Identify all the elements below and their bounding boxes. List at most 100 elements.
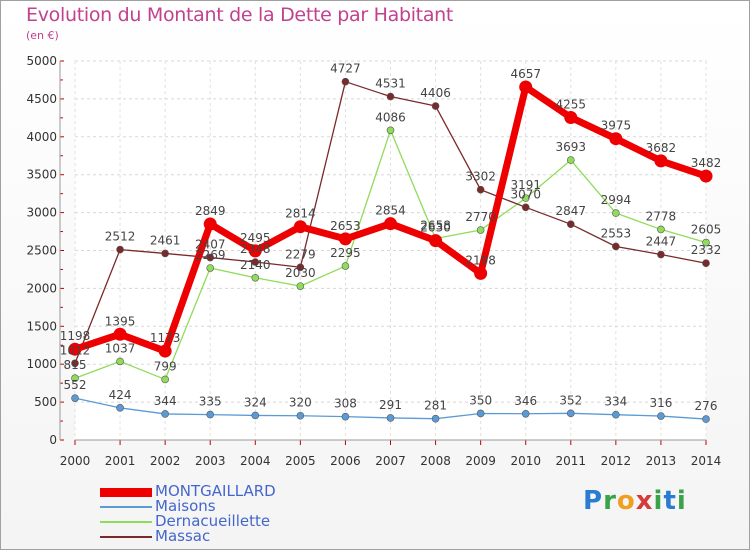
- data-label: 1395: [105, 314, 136, 328]
- data-point: [71, 359, 79, 368]
- data-label: 2495: [240, 231, 271, 245]
- y-tick-label: 5000: [26, 54, 57, 68]
- plot-area: [75, 61, 706, 440]
- data-label: 3070: [510, 187, 541, 201]
- legend-swatch: [100, 521, 152, 523]
- data-point: [341, 262, 350, 270]
- data-label: 424: [109, 388, 132, 402]
- data-point: [566, 220, 575, 228]
- proxiti-logo: Proxiti: [583, 486, 687, 516]
- x-tick-label: 2007: [375, 454, 406, 468]
- data-point: [657, 412, 665, 420]
- data-label: 2630: [420, 221, 451, 235]
- y-tick-label: 0: [49, 433, 57, 447]
- data-point: [341, 77, 350, 86]
- data-label: 4255: [556, 97, 587, 111]
- x-tick-label: 2013: [646, 454, 677, 468]
- data-point: [206, 410, 215, 419]
- data-label: 334: [604, 395, 627, 409]
- data-label: 2814: [285, 207, 316, 221]
- chart-subtitle: (en €): [26, 29, 59, 42]
- data-label: 2140: [240, 258, 271, 272]
- data-label: 2849: [195, 204, 226, 218]
- data-point: [564, 110, 578, 124]
- data-label: 4406: [420, 86, 451, 100]
- data-label: 3302: [465, 170, 496, 184]
- data-point: [161, 375, 169, 384]
- x-tick-label: 2011: [556, 454, 587, 468]
- data-label: 1012: [60, 343, 91, 357]
- data-label: 2994: [601, 193, 632, 207]
- data-label: 2847: [556, 204, 587, 218]
- data-point: [476, 226, 485, 234]
- x-tick-label: 2008: [420, 454, 451, 468]
- y-tick-label: 3500: [26, 168, 57, 182]
- x-tick-label: 2000: [60, 454, 91, 468]
- data-point: [609, 132, 623, 146]
- y-tick-label: 1000: [26, 357, 57, 371]
- data-point: [474, 266, 488, 280]
- data-label: 4727: [330, 62, 361, 76]
- data-point: [206, 264, 215, 272]
- data-point: [116, 245, 124, 254]
- data-point: [161, 410, 169, 418]
- data-label: 2854: [375, 204, 406, 218]
- data-label: 799: [154, 359, 177, 373]
- data-label: 552: [64, 378, 87, 392]
- data-point: [386, 92, 395, 101]
- data-label: 2407: [195, 238, 226, 252]
- data-label: 2461: [150, 233, 181, 247]
- data-label: 316: [649, 396, 672, 410]
- data-point: [431, 414, 440, 423]
- data-point: [116, 404, 124, 412]
- data-point: [248, 244, 262, 258]
- data-point: [657, 225, 665, 234]
- data-label: 3682: [646, 141, 677, 155]
- data-point: [113, 327, 127, 341]
- data-point: [158, 344, 172, 358]
- data-point: [341, 412, 350, 421]
- data-label: 2778: [646, 209, 677, 223]
- data-label: 2553: [601, 226, 632, 240]
- data-point: [293, 220, 307, 234]
- data-point: [657, 250, 665, 259]
- data-label: 2198: [465, 253, 496, 267]
- data-point: [566, 409, 575, 418]
- data-label: 276: [695, 399, 718, 413]
- data-point: [702, 238, 710, 247]
- data-label: 2658: [420, 219, 451, 233]
- data-point: [699, 169, 713, 183]
- data-point: [431, 102, 440, 110]
- data-point: [251, 273, 260, 282]
- y-tick-label: 500: [34, 395, 57, 409]
- data-point: [338, 232, 352, 246]
- data-label: 3191: [510, 178, 541, 192]
- data-label: 2295: [330, 246, 361, 260]
- data-point: [702, 415, 710, 423]
- data-label: 2332: [691, 243, 722, 257]
- data-label: 4531: [375, 77, 406, 91]
- data-label: 2269: [195, 248, 226, 262]
- data-point: [206, 253, 215, 262]
- data-label: 3975: [601, 119, 632, 133]
- data-point: [521, 203, 530, 212]
- data-point: [566, 156, 575, 164]
- data-point: [654, 154, 668, 168]
- legend-swatch: [100, 487, 152, 497]
- y-tick-label: 4000: [26, 130, 57, 144]
- data-point: [612, 410, 620, 419]
- data-point: [251, 411, 260, 420]
- data-label: 344: [154, 394, 177, 408]
- data-label: 346: [514, 394, 537, 408]
- data-point: [296, 263, 305, 272]
- legend-label: MONTGAILLARD: [155, 482, 276, 500]
- data-point: [251, 258, 260, 266]
- data-label: 2348: [240, 242, 271, 256]
- chart-title: Evolution du Montant de la Dette par Hab…: [26, 4, 454, 26]
- x-tick-label: 2004: [240, 454, 271, 468]
- data-point: [68, 342, 82, 356]
- data-label: 291: [379, 398, 402, 412]
- data-point: [521, 409, 530, 418]
- data-point: [203, 217, 217, 231]
